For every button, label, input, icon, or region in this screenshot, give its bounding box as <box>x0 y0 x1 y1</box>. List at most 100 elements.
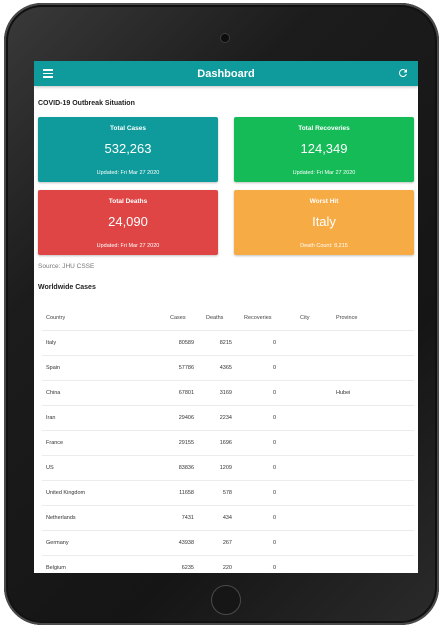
cell-province <box>328 405 414 431</box>
table-row[interactable]: US 83836 1209 0 <box>42 455 414 481</box>
menu-icon[interactable] <box>43 69 53 78</box>
cell-cases: 6235 <box>158 555 194 573</box>
cell-recoveries: 0 <box>232 380 276 406</box>
cell-province <box>328 480 414 506</box>
card-subtitle: Updated: Fri Mar 27 2020 <box>96 243 160 249</box>
home-button-icon[interactable] <box>211 585 241 615</box>
cell-city <box>276 505 328 531</box>
table-row[interactable]: France 29155 1696 0 <box>42 430 414 456</box>
card-title: Worst Hit <box>309 198 339 205</box>
app-bar: Dashboard <box>34 61 418 86</box>
column-header-city[interactable]: City <box>276 305 328 331</box>
table-row[interactable]: Belgium 6235 220 0 <box>42 555 414 573</box>
cell-cases: 11658 <box>158 480 194 506</box>
cell-recoveries: 0 <box>232 480 276 506</box>
cell-city <box>276 355 328 381</box>
cell-country: US <box>42 455 158 481</box>
table-row[interactable]: Netherlands 7431 434 0 <box>42 505 414 531</box>
card-title: Total Recoveries <box>298 125 350 132</box>
cell-deaths: 8215 <box>194 330 232 356</box>
cell-city <box>276 380 328 406</box>
tablet-frame: Dashboard COVID-19 Outbreak Situation To… <box>4 3 439 625</box>
cell-recoveries: 0 <box>232 555 276 573</box>
cell-province <box>328 330 414 356</box>
table-row[interactable]: United Kingdom 11658 578 0 <box>42 480 414 506</box>
camera-icon <box>220 33 230 43</box>
table-row[interactable]: Italy 80589 8215 0 <box>42 330 414 356</box>
cell-recoveries: 0 <box>232 355 276 381</box>
cell-cases: 57786 <box>158 355 194 381</box>
cell-recoveries: 0 <box>232 405 276 431</box>
outbreak-heading: COVID-19 Outbreak Situation <box>38 100 135 107</box>
card-title: Total Cases <box>109 125 146 132</box>
cell-deaths: 434 <box>194 505 232 531</box>
cell-province <box>328 505 414 531</box>
cell-country: Belgium <box>42 555 158 573</box>
column-header-recoveries[interactable]: Recoveries <box>232 305 276 331</box>
cell-cases: 29155 <box>158 430 194 456</box>
cell-recoveries: 0 <box>232 505 276 531</box>
cell-country: Netherlands <box>42 505 158 531</box>
cell-cases: 80589 <box>158 330 194 356</box>
cell-city <box>276 480 328 506</box>
cell-city <box>276 455 328 481</box>
cell-cases: 43938 <box>158 530 194 556</box>
card-title: Total Deaths <box>108 198 148 205</box>
dashboard-content: COVID-19 Outbreak Situation Total Cases … <box>34 100 418 573</box>
cell-city <box>276 405 328 431</box>
cell-cases: 67801 <box>158 380 194 406</box>
worldwide-cases-table: Country Cases Deaths Recoveries City Pro… <box>42 305 414 573</box>
total-recoveries-card: Total Recoveries 124,349 Updated: Fri Ma… <box>234 117 414 182</box>
column-header-country[interactable]: Country <box>42 305 158 331</box>
cell-province <box>328 430 414 456</box>
table-row[interactable]: Iran 29406 2234 0 <box>42 405 414 431</box>
summary-cards: Total Cases 532,263 Updated: Fri Mar 27 … <box>38 117 414 255</box>
cell-recoveries: 0 <box>232 330 276 356</box>
card-subtitle: Death Count: 8,215 <box>300 243 348 249</box>
card-subtitle: Updated: Fri Mar 27 2020 <box>96 170 160 176</box>
cell-country: United Kingdom <box>42 480 158 506</box>
card-subtitle: Updated: Fri Mar 27 2020 <box>292 170 356 176</box>
cell-country: Spain <box>42 355 158 381</box>
cell-deaths: 3169 <box>194 380 232 406</box>
cell-province <box>328 530 414 556</box>
cell-recoveries: 0 <box>232 455 276 481</box>
page-title: Dashboard <box>197 67 255 80</box>
source-note: Source: JHU CSSE <box>38 263 95 270</box>
cell-country: Italy <box>42 330 158 356</box>
cell-deaths: 578 <box>194 480 232 506</box>
cell-country: Iran <box>42 405 158 431</box>
cell-deaths: 1209 <box>194 455 232 481</box>
cell-country: China <box>42 380 158 406</box>
cell-city <box>276 530 328 556</box>
column-header-deaths[interactable]: Deaths <box>194 305 232 331</box>
total-cases-card: Total Cases 532,263 Updated: Fri Mar 27 … <box>38 117 218 182</box>
cell-deaths: 1696 <box>194 430 232 456</box>
refresh-icon[interactable] <box>397 67 409 79</box>
cell-city <box>276 555 328 573</box>
cell-province <box>328 555 414 573</box>
cell-deaths: 220 <box>194 555 232 573</box>
cell-country: Germany <box>42 530 158 556</box>
card-value: 124,349 <box>300 141 348 156</box>
cell-recoveries: 0 <box>232 530 276 556</box>
cell-deaths: 2234 <box>194 405 232 431</box>
total-deaths-card: Total Deaths 24,090 Updated: Fri Mar 27 … <box>38 190 218 255</box>
cell-city <box>276 330 328 356</box>
cell-province <box>328 355 414 381</box>
app-screen: Dashboard COVID-19 Outbreak Situation To… <box>34 61 418 573</box>
cell-deaths: 4365 <box>194 355 232 381</box>
worldwide-heading: Worldwide Cases <box>38 284 96 291</box>
card-value: Italy <box>312 214 336 229</box>
table-row[interactable]: Germany 43938 267 0 <box>42 530 414 556</box>
cell-recoveries: 0 <box>232 430 276 456</box>
table-row[interactable]: China 67801 3169 0 Hubei <box>42 380 414 406</box>
table-row[interactable]: Spain 57786 4365 0 <box>42 355 414 381</box>
cell-country: France <box>42 430 158 456</box>
cell-cases: 29406 <box>158 405 194 431</box>
card-value: 532,263 <box>104 141 152 156</box>
cell-cases: 7431 <box>158 505 194 531</box>
column-header-province[interactable]: Province <box>328 305 414 331</box>
column-header-cases[interactable]: Cases <box>158 305 194 331</box>
worst-hit-card: Worst Hit Italy Death Count: 8,215 <box>234 190 414 255</box>
